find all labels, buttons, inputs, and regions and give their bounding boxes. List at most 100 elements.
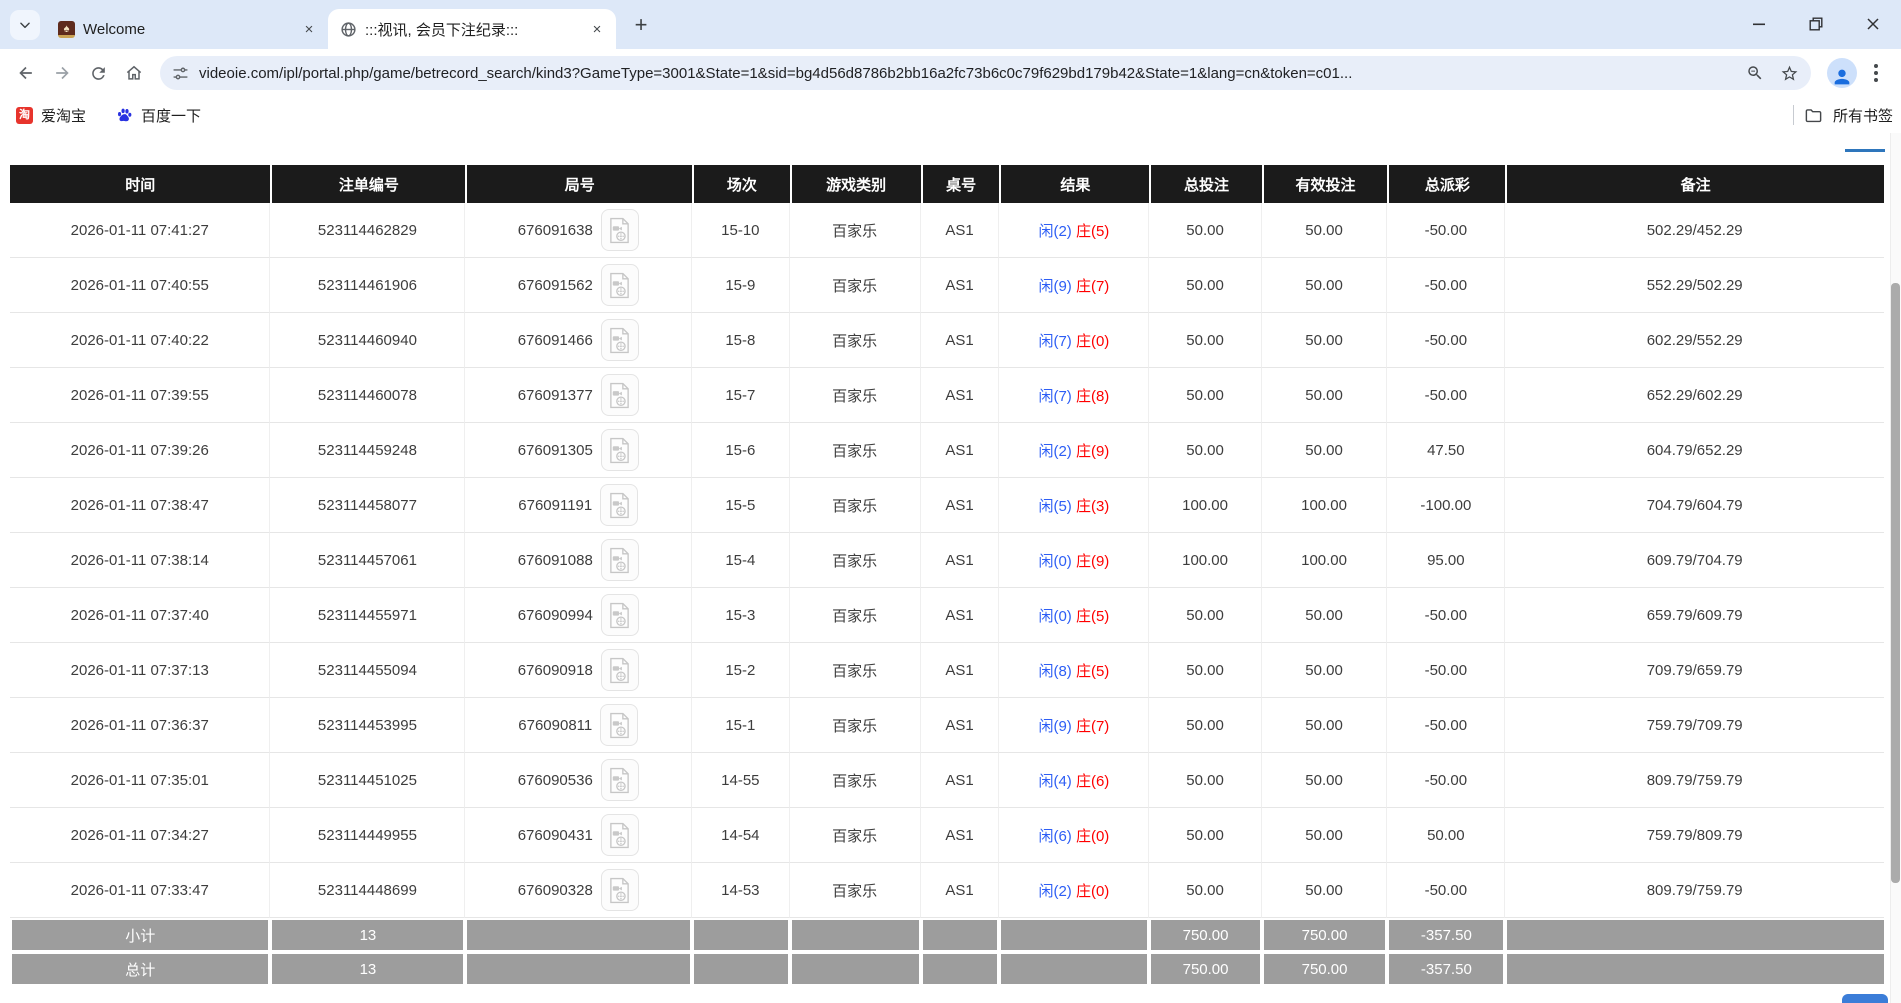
cell-valid-bet: 50.00 <box>1261 423 1388 478</box>
cell-payout: -50.00 <box>1387 368 1506 423</box>
close-tab-icon[interactable]: × <box>592 20 602 38</box>
cell-table-id: AS1 <box>920 753 1000 808</box>
cell-table-id: AS1 <box>920 588 1000 643</box>
cell-bet-id: 523114457061 <box>270 533 466 588</box>
all-bookmarks-label[interactable]: 所有书签 <box>1832 107 1893 125</box>
cell-session: 14-55 <box>692 753 790 808</box>
video-replay-button[interactable] <box>600 484 639 526</box>
bet-records-table: 时间 注单编号 局号 场次 游戏类别 桌号 结果 总投注 有效投注 总派彩 备注… <box>10 165 1884 986</box>
total-row: 总计 13 750.00 750.00 -357.50 <box>10 952 1884 986</box>
cell-round-id: 676091466 <box>465 313 693 368</box>
result-player: 闲(5) <box>1038 497 1072 515</box>
tab-welcome[interactable]: ♠ Welcome × <box>46 9 328 49</box>
reload-button[interactable] <box>80 55 116 91</box>
close-window-button[interactable] <box>1844 0 1901 48</box>
result-banker: 庄(9) <box>1075 552 1110 570</box>
minimize-button[interactable] <box>1730 0 1787 48</box>
cell-time: 2026-01-11 07:37:40 <box>10 588 271 643</box>
video-replay-button[interactable] <box>600 209 639 251</box>
cell-session: 14-54 <box>692 808 790 863</box>
result-player: 闲(7) <box>1038 332 1072 350</box>
video-replay-button[interactable] <box>600 264 639 306</box>
cell-time: 2026-01-11 07:40:55 <box>10 258 271 313</box>
cell-note: 659.79/609.79 <box>1505 588 1884 643</box>
back-button[interactable] <box>8 55 44 91</box>
cell-time: 2026-01-11 07:39:26 <box>10 423 271 478</box>
cell-result: 闲(7) 庄(8) <box>999 368 1150 423</box>
bookmark-baidu[interactable]: 百度一下 <box>116 105 201 126</box>
browser-menu-button[interactable] <box>1863 58 1889 88</box>
scrollbar-thumb[interactable] <box>1891 283 1900 883</box>
cell-table-id: AS1 <box>920 533 1000 588</box>
video-replay-button[interactable] <box>600 319 639 361</box>
result-player: 闲(8) <box>1038 662 1072 680</box>
cell-bet-id: 523114458077 <box>270 478 466 533</box>
video-replay-button[interactable] <box>600 869 639 911</box>
tab-title: Welcome <box>83 20 146 38</box>
cell-table-id: AS1 <box>920 423 1000 478</box>
cell-payout: 47.50 <box>1387 423 1506 478</box>
round-id-value: 676090328 <box>517 881 593 899</box>
cell-total-bet: 50.00 <box>1149 808 1262 863</box>
table-row: 2026-01-11 07:40:55 523114461906 6760915… <box>10 258 1884 313</box>
cell-session: 15-4 <box>692 533 790 588</box>
close-tab-icon[interactable]: × <box>304 20 314 38</box>
address-bar[interactable]: videoie.com/ipl/portal.php/game/betrecor… <box>160 56 1811 90</box>
cell-valid-bet: 50.00 <box>1261 643 1388 698</box>
cell-time: 2026-01-11 07:35:01 <box>10 753 271 808</box>
cell-result: 闲(9) 庄(7) <box>999 698 1150 753</box>
cell-total-bet: 50.00 <box>1149 588 1262 643</box>
cell-note: 552.29/502.29 <box>1505 258 1884 313</box>
cell-round-id: 676091191 <box>465 478 693 533</box>
video-replay-button[interactable] <box>600 759 639 801</box>
all-bookmarks-button[interactable] <box>1804 106 1823 125</box>
cell-round-id: 676091377 <box>465 368 693 423</box>
site-info-button[interactable] <box>172 65 189 82</box>
round-id-value: 676091638 <box>517 221 593 239</box>
cell-note: 604.79/652.29 <box>1505 423 1884 478</box>
total-total-bet: 750.00 <box>1149 952 1262 986</box>
video-replay-button[interactable] <box>600 814 639 856</box>
person-icon <box>1834 69 1850 85</box>
bottom-right-blue-button[interactable] <box>1842 994 1888 1003</box>
cell-round-id: 676090328 <box>465 863 693 918</box>
result-player: 闲(9) <box>1038 717 1072 735</box>
round-id-value: 676091377 <box>517 386 593 404</box>
table-row: 2026-01-11 07:40:22 523114460940 6760914… <box>10 313 1884 368</box>
cell-session: 15-10 <box>692 203 790 258</box>
cell-game-type: 百家乐 <box>789 533 921 588</box>
url-text[interactable]: videoie.com/ipl/portal.php/game/betrecor… <box>199 64 1353 82</box>
cell-game-type: 百家乐 <box>789 808 921 863</box>
baidu-paw-icon <box>117 108 132 121</box>
table-header: 时间 注单编号 局号 场次 游戏类别 桌号 结果 总投注 有效投注 总派彩 备注 <box>10 165 1884 203</box>
restore-button[interactable] <box>1787 0 1844 48</box>
profile-avatar[interactable] <box>1827 58 1857 88</box>
video-replay-button[interactable] <box>600 704 639 746</box>
cell-game-type: 百家乐 <box>789 258 921 313</box>
video-replay-button[interactable] <box>600 374 639 416</box>
tab-search-button[interactable] <box>10 10 40 40</box>
divider <box>1792 105 1794 125</box>
cell-round-id: 676090918 <box>465 643 693 698</box>
col-note: 备注 <box>1505 165 1884 203</box>
video-replay-button[interactable] <box>600 539 639 581</box>
bookmark-taobao[interactable]: 淘 爱淘宝 <box>16 105 86 126</box>
video-replay-button[interactable] <box>600 649 639 691</box>
tab-bet-records[interactable]: :::视讯, 会员下注纪录::: × <box>328 9 616 49</box>
cell-total-bet: 100.00 <box>1149 533 1262 588</box>
video-replay-button[interactable] <box>600 594 639 636</box>
cell-result: 闲(5) 庄(3) <box>999 478 1150 533</box>
cell-bet-id: 523114460078 <box>270 368 466 423</box>
bookmark-star-button[interactable] <box>1780 64 1799 83</box>
round-id-value: 676090431 <box>517 826 593 844</box>
page-scrollbar[interactable] <box>1890 133 1901 1003</box>
cell-game-type: 百家乐 <box>789 863 921 918</box>
video-replay-button[interactable] <box>600 429 639 471</box>
home-button[interactable] <box>116 55 152 91</box>
video-file-icon <box>610 547 630 573</box>
cell-bet-id: 523114460940 <box>270 313 466 368</box>
cell-total-bet: 50.00 <box>1149 698 1262 753</box>
forward-button[interactable] <box>44 55 80 91</box>
zoom-button[interactable] <box>1746 64 1764 82</box>
new-tab-button[interactable]: + <box>634 12 648 37</box>
